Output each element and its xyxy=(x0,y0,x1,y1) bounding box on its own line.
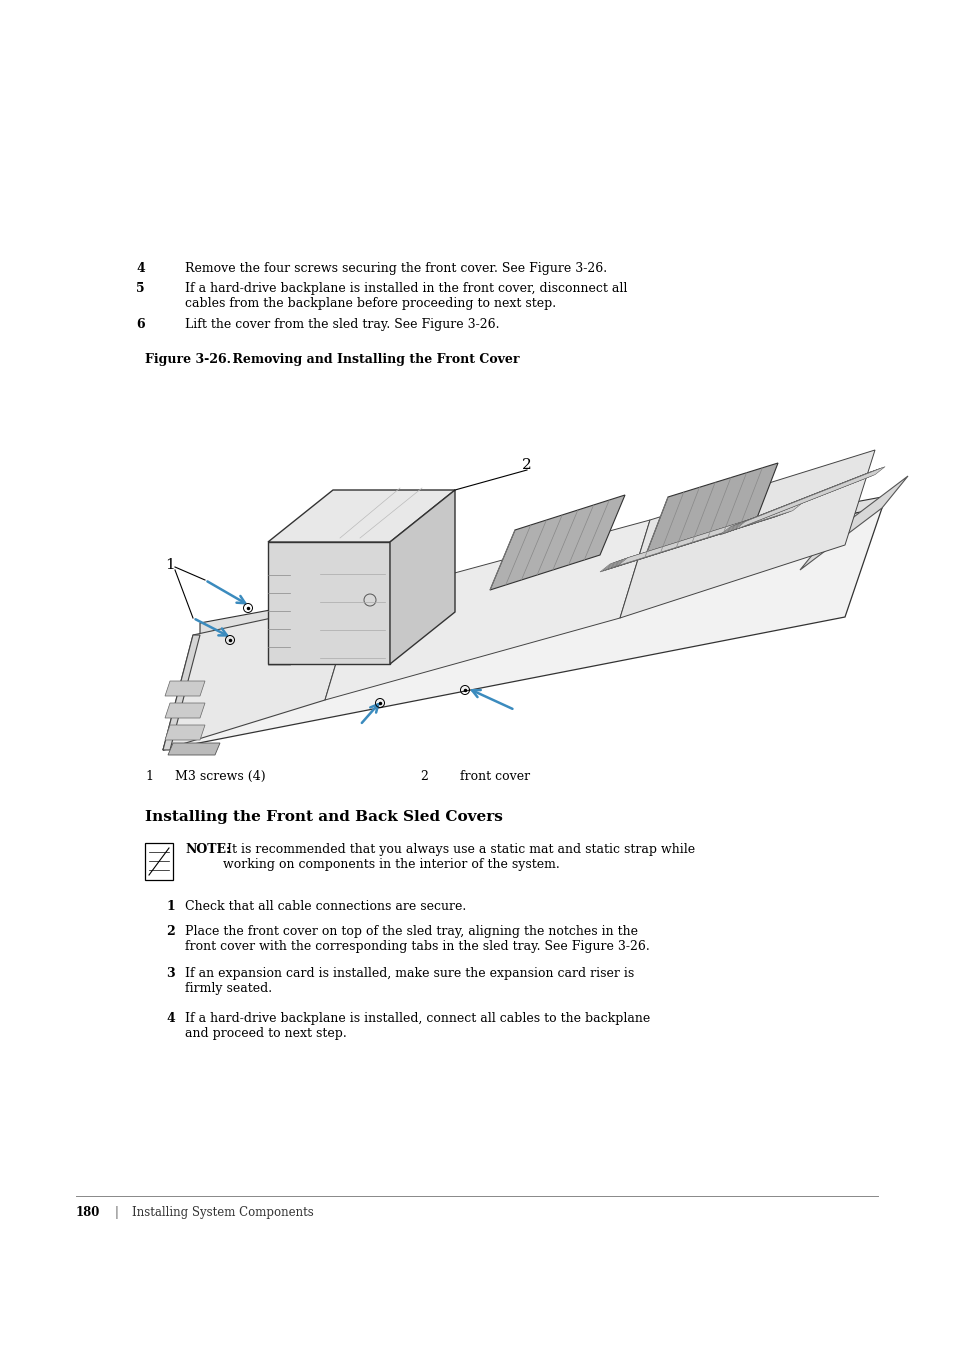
Polygon shape xyxy=(735,467,884,529)
Text: If an expansion card is installed, make sure the expansion card riser is
firmly : If an expansion card is installed, make … xyxy=(185,967,634,995)
Polygon shape xyxy=(727,470,877,532)
Polygon shape xyxy=(607,506,792,570)
Polygon shape xyxy=(724,470,874,533)
Polygon shape xyxy=(200,497,882,634)
Text: Removing and Installing the Front Cover: Removing and Installing the Front Cover xyxy=(214,352,519,366)
Polygon shape xyxy=(390,490,455,664)
Polygon shape xyxy=(599,509,784,572)
Polygon shape xyxy=(165,680,205,697)
Polygon shape xyxy=(268,490,455,541)
Polygon shape xyxy=(732,467,882,531)
Text: 4: 4 xyxy=(136,262,145,275)
FancyBboxPatch shape xyxy=(145,842,172,880)
Text: 4: 4 xyxy=(166,1012,174,1025)
Text: 1: 1 xyxy=(166,900,174,913)
Polygon shape xyxy=(617,502,801,566)
Polygon shape xyxy=(163,599,355,751)
Text: Figure 3-26.: Figure 3-26. xyxy=(145,352,231,366)
Text: If a hard-drive backplane is installed in the front cover, disconnect all
cables: If a hard-drive backplane is installed i… xyxy=(185,282,627,310)
Text: Installing System Components: Installing System Components xyxy=(132,1206,314,1219)
Text: 2: 2 xyxy=(419,769,428,783)
Polygon shape xyxy=(615,504,800,567)
Polygon shape xyxy=(644,463,778,558)
Text: NOTE:: NOTE: xyxy=(185,842,231,856)
Polygon shape xyxy=(163,634,200,751)
Text: 5: 5 xyxy=(136,282,145,296)
Polygon shape xyxy=(729,468,880,532)
Text: It is recommended that you always use a static mat and static strap while
workin: It is recommended that you always use a … xyxy=(223,842,695,871)
Text: 3: 3 xyxy=(166,967,174,980)
Text: Installing the Front and Back Sled Covers: Installing the Front and Back Sled Cover… xyxy=(145,810,502,824)
Polygon shape xyxy=(268,541,390,664)
Polygon shape xyxy=(168,743,220,755)
Polygon shape xyxy=(800,477,907,570)
Text: 2: 2 xyxy=(521,458,532,472)
Text: Remove the four screws securing the front cover. See Figure 3-26.: Remove the four screws securing the fron… xyxy=(185,262,606,275)
Polygon shape xyxy=(325,520,649,701)
Polygon shape xyxy=(619,450,874,618)
Text: 1: 1 xyxy=(165,558,174,572)
Text: Place the front cover on top of the sled tray, aligning the notches in the
front: Place the front cover on top of the sled… xyxy=(185,925,649,953)
Polygon shape xyxy=(604,508,789,570)
Text: 180: 180 xyxy=(76,1206,100,1219)
Text: 6: 6 xyxy=(136,319,145,331)
Text: |: | xyxy=(115,1206,119,1219)
Polygon shape xyxy=(602,508,786,571)
Polygon shape xyxy=(609,505,794,568)
Text: M3 screws (4): M3 screws (4) xyxy=(174,769,265,783)
Polygon shape xyxy=(721,471,872,535)
Polygon shape xyxy=(165,703,205,718)
Text: front cover: front cover xyxy=(459,769,530,783)
Polygon shape xyxy=(720,472,869,535)
Text: 1: 1 xyxy=(145,769,152,783)
Polygon shape xyxy=(163,508,882,751)
Text: Lift the cover from the sled tray. See Figure 3-26.: Lift the cover from the sled tray. See F… xyxy=(185,319,499,331)
Text: 2: 2 xyxy=(166,925,174,938)
Polygon shape xyxy=(612,505,797,567)
Text: If a hard-drive backplane is installed, connect all cables to the backplane
and : If a hard-drive backplane is installed, … xyxy=(185,1012,650,1040)
Text: Check that all cable connections are secure.: Check that all cable connections are sec… xyxy=(185,900,466,913)
Polygon shape xyxy=(165,725,205,740)
Polygon shape xyxy=(490,495,624,590)
